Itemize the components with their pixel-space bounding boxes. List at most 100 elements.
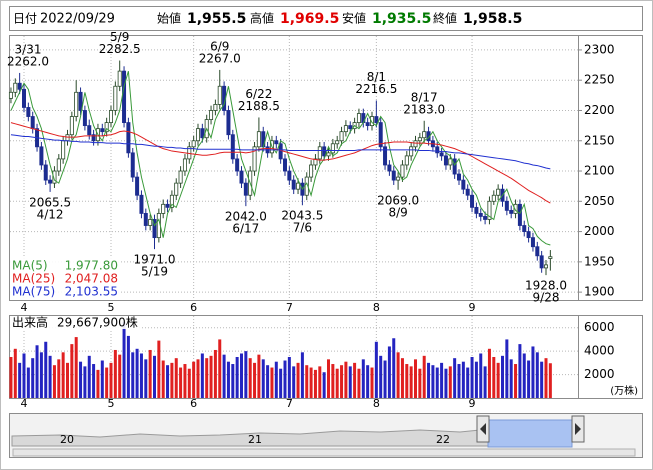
volume-bar xyxy=(92,364,96,398)
candle-body xyxy=(17,82,22,90)
annotation-date: 6/9 xyxy=(210,39,229,53)
volume-bar xyxy=(83,366,87,398)
x-tick-label: 9 xyxy=(469,301,476,314)
navigator-scrollbar[interactable] xyxy=(12,448,636,457)
moving-average-line xyxy=(10,134,551,170)
candle-body xyxy=(21,88,26,108)
volume-bar xyxy=(18,362,22,398)
price-panel xyxy=(9,35,643,301)
volume-bar xyxy=(414,359,417,398)
candle-body xyxy=(309,164,314,178)
volume-bar xyxy=(279,368,283,398)
volume-bar xyxy=(309,367,313,398)
volume-bar xyxy=(435,367,439,398)
volume-bar xyxy=(353,362,357,398)
y-tick-label: 2300 xyxy=(584,42,615,56)
candle-body xyxy=(378,122,383,148)
candle-body xyxy=(165,203,170,208)
y-tick-label: 2100 xyxy=(584,164,615,178)
volume-bar xyxy=(514,364,518,398)
volume-bar xyxy=(235,357,239,398)
volume-bar xyxy=(457,364,461,398)
x-tick-label: 5 xyxy=(108,301,115,314)
volume-bar xyxy=(174,358,178,398)
volume-bar xyxy=(422,355,426,398)
volume-bar xyxy=(470,357,474,398)
y-tick-label: 1900 xyxy=(584,285,615,299)
annotation-value: 2065.5 xyxy=(29,195,71,209)
candle-body xyxy=(339,131,344,142)
volume-bar xyxy=(427,362,431,398)
volume-bar xyxy=(418,368,422,398)
volume-bar xyxy=(431,365,435,398)
volume-bar xyxy=(52,365,56,398)
volume-bar xyxy=(483,366,487,398)
candle-body xyxy=(230,134,235,160)
candle-body xyxy=(483,216,488,220)
volume-bar xyxy=(370,367,374,398)
annotation-date: 3/31 xyxy=(15,42,42,56)
annotation-value: 2069.0 xyxy=(377,193,419,207)
candle-body xyxy=(130,152,135,178)
candle-body xyxy=(474,206,479,214)
candle-body xyxy=(252,146,257,172)
candle-body xyxy=(291,179,296,190)
candle-body xyxy=(530,237,535,248)
navigator-range[interactable] xyxy=(487,419,573,448)
volume-bar xyxy=(544,358,548,398)
volume-bar xyxy=(522,353,526,398)
candle-body xyxy=(452,158,457,175)
header-value: 1,958.5 xyxy=(463,11,522,27)
candle-body xyxy=(182,158,187,172)
candle-body xyxy=(65,134,70,142)
candle-body xyxy=(78,91,83,111)
header-box xyxy=(9,6,643,31)
volume-bar xyxy=(444,368,448,398)
y-tick-label: 1950 xyxy=(584,254,615,268)
y-tick-label: 2000 xyxy=(584,224,615,238)
candle-body xyxy=(504,200,509,211)
volume-bar xyxy=(453,358,457,398)
candle-body xyxy=(152,219,157,239)
volume-bar xyxy=(74,337,78,398)
candle-body xyxy=(87,125,92,136)
volume-bar xyxy=(366,365,370,398)
volume-bar xyxy=(479,353,483,398)
volume-bar xyxy=(274,361,278,398)
volume-bar xyxy=(192,361,196,398)
candle-body xyxy=(496,188,501,196)
candle-body xyxy=(409,146,414,157)
volume-bar xyxy=(66,362,69,398)
volume-bar xyxy=(61,352,65,398)
x-tick-label: 6 xyxy=(190,397,197,410)
annotation-date: 8/1 xyxy=(367,70,386,84)
volume-current: 29,667,900株 xyxy=(57,315,138,330)
candle-body xyxy=(143,213,148,226)
volume-bar xyxy=(383,360,387,398)
annotation-value: 2042.0 xyxy=(225,210,267,224)
volume-bar xyxy=(244,351,248,398)
candle-body xyxy=(348,125,353,130)
volume-bar xyxy=(39,352,43,398)
candle-body xyxy=(322,146,327,157)
volume-bar xyxy=(200,353,204,398)
volume-bar xyxy=(387,346,391,398)
candle-body xyxy=(243,182,248,196)
legend-name: MA(25) xyxy=(12,272,55,286)
candle-body xyxy=(313,158,318,166)
volume-bar xyxy=(327,359,330,398)
volume-bar xyxy=(87,355,91,398)
volume-bar xyxy=(440,362,444,398)
volume-bar xyxy=(126,335,130,398)
volume-bar xyxy=(313,369,317,398)
volume-bar xyxy=(226,361,230,398)
candle-body xyxy=(30,116,35,130)
date-label: 日付 xyxy=(13,12,37,26)
candle-body xyxy=(396,176,401,181)
annotation-value: 2043.5 xyxy=(281,209,323,223)
navigator-label: 22 xyxy=(436,433,450,446)
x-tick-label: 8 xyxy=(373,301,380,314)
volume-bar xyxy=(248,358,252,398)
candle-body xyxy=(317,146,322,160)
